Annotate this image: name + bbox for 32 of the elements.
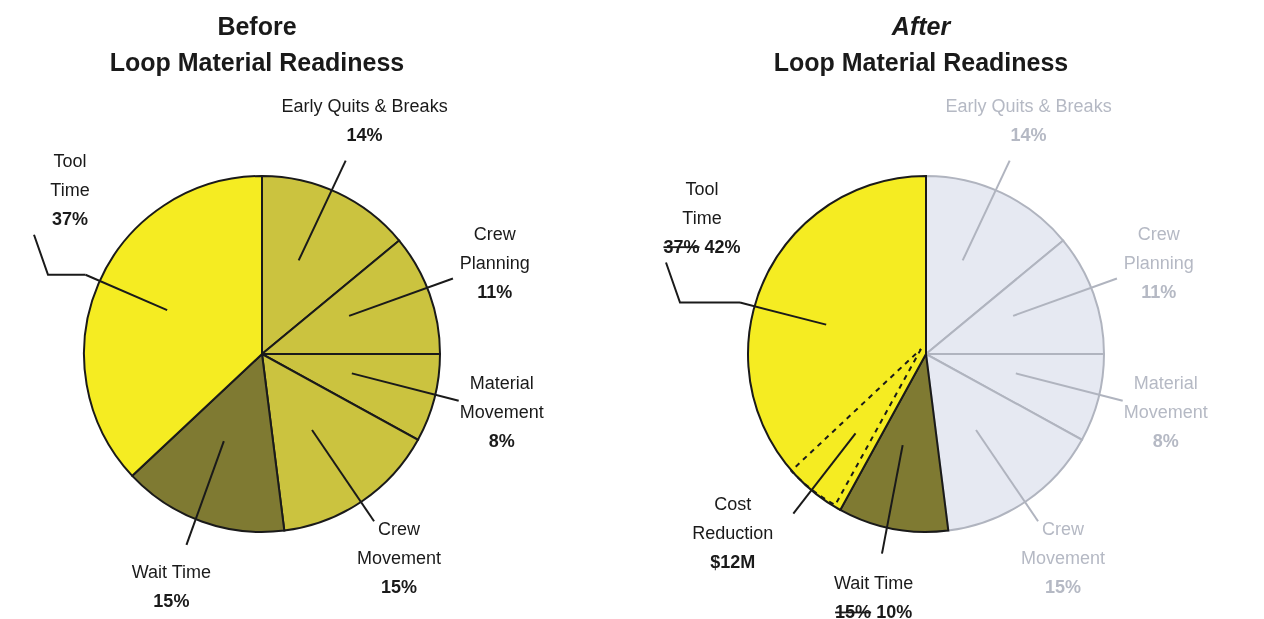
data-label: 15% [153, 591, 190, 612]
slice-label: Wait Time [833, 572, 914, 593]
slice-label: Crew Movement [1021, 519, 1106, 569]
data-label: 15% [1045, 577, 1082, 598]
text: $12M [710, 551, 756, 572]
slice-label: Material Movement [459, 372, 544, 422]
data-label: 8% [488, 430, 515, 451]
data-label: 11% [1141, 282, 1177, 303]
chart-subtitle: Loop Material Readiness [772, 47, 1070, 78]
slice-label: Early Quits & Breaks [945, 95, 1112, 116]
slice-label: Material Movement [1123, 372, 1208, 422]
slice-label: Crew Planning [1123, 224, 1194, 274]
slice-label: Tool Time [50, 150, 90, 200]
text: 37% [663, 236, 700, 257]
chart-title: After [890, 11, 953, 42]
text: Cost Reduction [692, 493, 774, 543]
text: 15% [835, 601, 872, 619]
slice-label: Early Quits & Breaks [281, 95, 448, 116]
data-label: 14% [1010, 124, 1047, 145]
data-label: 15% [381, 577, 418, 598]
chart-subtitle: Loop Material Readiness [108, 47, 406, 78]
slice-label: Tool Time [682, 178, 722, 228]
slice-label: Crew Planning [459, 224, 530, 274]
slice-label: Wait Time [131, 562, 212, 583]
chart-title: Before [216, 11, 298, 42]
data-label: 42% [704, 236, 741, 257]
data-label: 8% [1152, 430, 1179, 451]
data-label: 37% [51, 208, 89, 229]
slice-label: Crew Movement [357, 519, 442, 569]
data-label: 14% [346, 124, 383, 145]
data-label: 10% [876, 601, 913, 619]
data-label: 11% [477, 282, 513, 303]
